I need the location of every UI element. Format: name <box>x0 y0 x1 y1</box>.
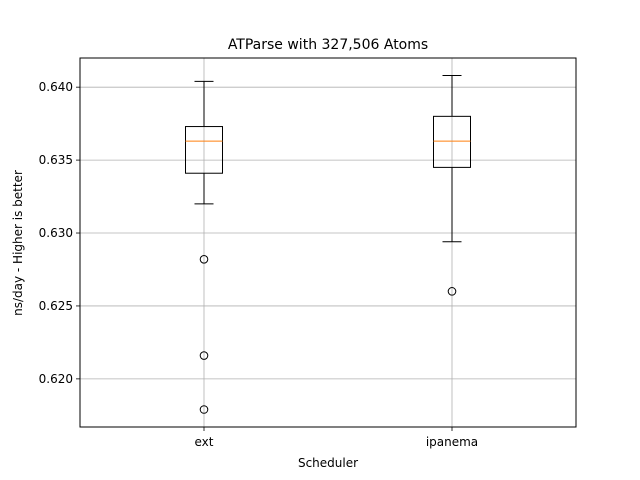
y-tick-label: 0.640 <box>39 80 73 94</box>
box-ipanema <box>433 75 471 296</box>
x-axis-label: Scheduler <box>298 456 358 470</box>
x-tick-label: ipanema <box>426 435 478 449</box>
y-tick-label: 0.625 <box>39 299 73 313</box>
outlier-point <box>199 405 209 414</box>
y-tick-label: 0.630 <box>39 226 73 240</box>
box-iqr <box>185 126 223 174</box>
y-tick-label: 0.635 <box>39 153 73 167</box>
outlier-point <box>199 254 209 264</box>
y-tick-label: 0.620 <box>39 372 73 386</box>
y-axis-label: ns/day - Higher is better <box>11 170 25 316</box>
tick-layer: 0.620 0.625 0.630 0.635 0.640 ext ipanema <box>39 80 479 449</box>
x-tick-label: ext <box>195 435 214 449</box>
box-iqr <box>433 115 471 168</box>
box-layer <box>185 75 471 414</box>
chart-title: ATParse with 327,506 Atoms <box>228 37 428 53</box>
box-ext <box>185 80 223 414</box>
outlier-point <box>447 287 457 296</box>
outlier-point <box>199 351 209 360</box>
plot-area <box>79 57 577 428</box>
